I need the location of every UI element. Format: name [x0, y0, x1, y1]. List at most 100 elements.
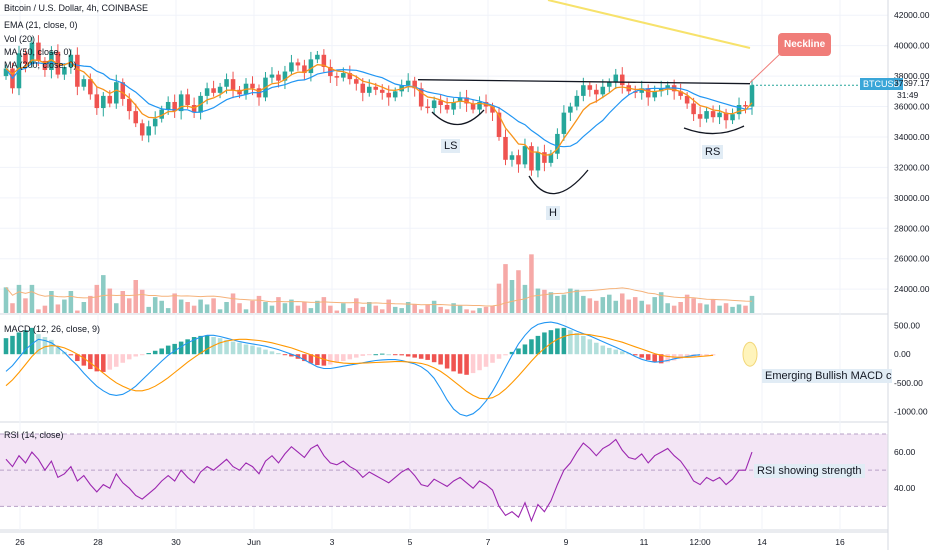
price-tick-label: 40000.00	[894, 41, 930, 51]
volume-bar	[75, 310, 80, 313]
rsi-title[interactable]: RSI (14, close)	[4, 430, 64, 440]
volume-bar	[477, 308, 482, 313]
ma50-legend[interactable]: MA (50, close, 0)	[4, 47, 72, 57]
candle-body	[366, 86, 372, 93]
macd-histogram-bar	[366, 354, 372, 356]
time-tick-label: 12:00	[689, 537, 711, 547]
candle-body	[81, 79, 87, 87]
macd-histogram-bar	[412, 354, 417, 358]
candle-body	[496, 112, 502, 137]
volume-bar	[425, 304, 430, 313]
macd-histogram-bar	[347, 354, 353, 360]
volume-bar	[665, 303, 670, 313]
volume-bar	[88, 295, 93, 313]
candle-body	[639, 88, 644, 93]
macd-histogram-bar	[619, 351, 625, 355]
macd-histogram-bar	[600, 345, 606, 355]
macd-histogram-bar	[224, 339, 229, 355]
macd-histogram-bar	[126, 354, 132, 360]
candle-body	[217, 86, 223, 93]
macd-histogram-bar	[652, 354, 657, 363]
volume-bar	[392, 306, 398, 313]
volume-bar	[107, 288, 113, 313]
candle-body	[464, 97, 469, 104]
volume-bar	[639, 300, 644, 313]
candle-body	[613, 74, 619, 83]
candle-body	[224, 79, 229, 87]
macd-histogram-bar	[496, 354, 502, 359]
vol-legend[interactable]: Vol (20)	[4, 34, 36, 44]
time-tick-label: 7	[486, 537, 491, 547]
macd-histogram-bar	[594, 342, 599, 355]
volume-bar	[55, 304, 61, 313]
volume-bar	[412, 304, 417, 313]
volume-bar	[114, 303, 119, 313]
volume-bar	[62, 299, 67, 313]
candle-body	[509, 155, 515, 160]
ema-legend[interactable]: EMA (21, close, 0)	[4, 20, 78, 30]
volume-bar	[626, 299, 632, 313]
macd-histogram-bar	[243, 344, 249, 355]
volume-bar	[289, 299, 294, 313]
macd-histogram-bar	[302, 354, 307, 362]
volume-bar	[191, 305, 197, 313]
candle-body	[438, 100, 443, 106]
macd-histogram-bar	[522, 344, 528, 355]
macd-histogram-bar	[68, 354, 74, 356]
price-tick-label: 34000.00	[894, 132, 930, 142]
countdown-label: 31:49	[897, 90, 919, 100]
macd-histogram-bar	[548, 330, 554, 355]
macd-histogram-bar	[101, 354, 106, 372]
candle-body	[49, 51, 54, 71]
volume-bar	[269, 305, 275, 313]
volume-bar	[457, 305, 463, 313]
macd-panel	[3, 321, 758, 417]
volume-bar	[594, 300, 599, 313]
candle-body	[652, 91, 657, 98]
volume-bar	[211, 298, 216, 313]
volume-bar	[464, 309, 469, 313]
volume-bar	[444, 309, 450, 313]
candle-body	[678, 91, 683, 96]
macd-histogram-bar	[658, 354, 664, 364]
candle-body	[114, 82, 119, 104]
volume-bar	[42, 305, 48, 313]
candle-body	[42, 60, 48, 71]
candle-body	[548, 153, 554, 163]
volume-bar	[3, 287, 9, 313]
candle-body	[392, 91, 398, 98]
macd-histogram-bar	[75, 354, 80, 362]
candle-body	[133, 111, 139, 124]
macd-histogram-bar	[574, 333, 580, 355]
volume-bar	[490, 305, 495, 313]
candle-body	[444, 105, 450, 110]
volume-bar	[94, 284, 100, 313]
macd-tick-label: 500.00	[894, 321, 920, 331]
candle-body	[172, 101, 177, 112]
macd-histogram-bar	[503, 354, 508, 356]
macd-histogram-bar	[341, 354, 346, 362]
candle-body	[282, 71, 288, 81]
volume-bar	[230, 293, 236, 313]
macd-histogram-bar	[483, 354, 489, 367]
volume-bar	[496, 283, 502, 313]
volume-bar	[736, 304, 742, 313]
macd-histogram-bar	[10, 335, 15, 355]
volume-bar	[224, 302, 229, 313]
macd-histogram-bar	[315, 354, 320, 366]
candle-body	[101, 95, 106, 109]
macd-histogram-bar	[81, 354, 87, 366]
macd-histogram-bar	[360, 354, 366, 356]
volume-bar	[516, 270, 521, 313]
ema21-line	[5, 59, 753, 156]
ma200-legend[interactable]: MA (200, close, 0)	[4, 60, 77, 70]
candle-body	[379, 89, 385, 93]
macd-histogram-bar	[386, 354, 392, 356]
volume-bar	[535, 288, 541, 313]
volume-bar	[302, 302, 307, 313]
macd-title[interactable]: MACD (12, 26, close, 9)	[4, 324, 101, 334]
macd-histogram-bar	[191, 337, 197, 355]
macd-histogram-bar	[88, 354, 93, 370]
